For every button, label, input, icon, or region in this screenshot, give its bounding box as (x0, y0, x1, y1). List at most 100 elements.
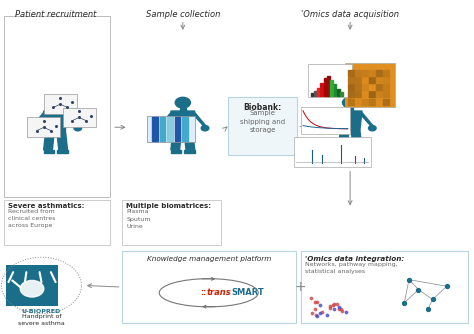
Bar (383, 84, 389, 90)
Polygon shape (352, 150, 362, 153)
FancyBboxPatch shape (228, 98, 297, 155)
Bar (369, 92, 375, 98)
Bar (376, 92, 382, 98)
Text: Plasma
Sputum
Urine: Plasma Sputum Urine (126, 209, 151, 229)
Point (443, 284, 450, 289)
Bar (348, 69, 354, 75)
Bar (376, 77, 382, 83)
Text: ::: :: (200, 288, 206, 297)
FancyBboxPatch shape (301, 107, 350, 134)
Polygon shape (184, 130, 195, 150)
Text: U-BIOPRED: U-BIOPRED (22, 309, 61, 314)
Bar (355, 77, 361, 83)
Text: trans: trans (206, 288, 231, 297)
Bar (362, 69, 368, 75)
Polygon shape (44, 111, 67, 130)
Text: Severe asthmatics:: Severe asthmatics: (9, 203, 85, 209)
Circle shape (368, 126, 376, 131)
Point (337, 306, 345, 312)
Point (429, 297, 437, 302)
Text: Handprint of
severe asthma: Handprint of severe asthma (18, 314, 65, 326)
Polygon shape (338, 150, 348, 153)
Bar (348, 92, 354, 98)
Bar (314, 91, 317, 96)
Bar (369, 84, 375, 90)
Text: SMART: SMART (231, 288, 264, 297)
Point (308, 310, 316, 316)
Point (401, 300, 408, 306)
Polygon shape (44, 150, 54, 153)
Bar (152, 117, 158, 141)
Point (329, 303, 337, 308)
Circle shape (157, 126, 164, 131)
Polygon shape (351, 130, 362, 150)
Polygon shape (194, 113, 206, 127)
Point (312, 312, 320, 318)
Bar (376, 99, 382, 105)
Circle shape (324, 126, 332, 131)
Bar (369, 77, 375, 83)
Polygon shape (33, 113, 45, 127)
Point (311, 299, 319, 305)
Bar (324, 77, 327, 96)
Point (335, 307, 342, 312)
FancyBboxPatch shape (147, 116, 195, 142)
Point (311, 307, 319, 312)
Bar (362, 84, 368, 90)
Polygon shape (171, 111, 195, 130)
Bar (334, 84, 337, 96)
Polygon shape (171, 130, 182, 150)
Text: Multiple biomatrices:: Multiple biomatrices: (126, 203, 211, 209)
FancyBboxPatch shape (293, 137, 371, 167)
FancyBboxPatch shape (308, 64, 353, 98)
Polygon shape (338, 130, 349, 150)
Bar (310, 93, 313, 96)
Bar (355, 84, 361, 90)
Text: Patient recruitment: Patient recruitment (15, 10, 96, 19)
Point (415, 287, 422, 292)
Point (313, 300, 321, 305)
Polygon shape (338, 111, 362, 130)
Point (326, 303, 334, 309)
Circle shape (20, 281, 44, 297)
Polygon shape (160, 113, 172, 127)
Bar (383, 77, 389, 83)
Point (342, 310, 350, 315)
Polygon shape (184, 150, 195, 153)
Point (335, 305, 343, 310)
Point (424, 307, 432, 312)
FancyBboxPatch shape (346, 63, 395, 107)
Bar (383, 92, 389, 98)
Bar (327, 76, 330, 96)
Bar (355, 69, 361, 75)
Point (338, 309, 346, 314)
Circle shape (201, 126, 209, 131)
Point (316, 310, 324, 315)
Polygon shape (361, 113, 373, 127)
Bar (362, 77, 368, 83)
Circle shape (48, 97, 63, 108)
FancyBboxPatch shape (44, 94, 77, 114)
Polygon shape (66, 113, 78, 127)
Text: Biobank:: Biobank: (243, 104, 282, 113)
Polygon shape (347, 108, 353, 111)
Polygon shape (57, 150, 67, 153)
Text: Sample
shipping and
storage: Sample shipping and storage (240, 110, 285, 133)
Bar (355, 92, 361, 98)
FancyBboxPatch shape (6, 265, 58, 306)
Circle shape (29, 126, 37, 131)
Bar (160, 117, 165, 141)
Circle shape (74, 126, 82, 131)
Text: Recruited from
clinical centres
across Europe: Recruited from clinical centres across E… (9, 209, 56, 228)
Point (323, 312, 331, 318)
Circle shape (175, 97, 191, 108)
Bar (182, 117, 188, 141)
Polygon shape (171, 150, 181, 153)
Point (405, 277, 413, 282)
Bar (376, 84, 382, 90)
Circle shape (343, 97, 358, 108)
FancyBboxPatch shape (63, 108, 96, 127)
Point (331, 307, 338, 312)
Bar (369, 69, 375, 75)
Bar (175, 117, 181, 141)
